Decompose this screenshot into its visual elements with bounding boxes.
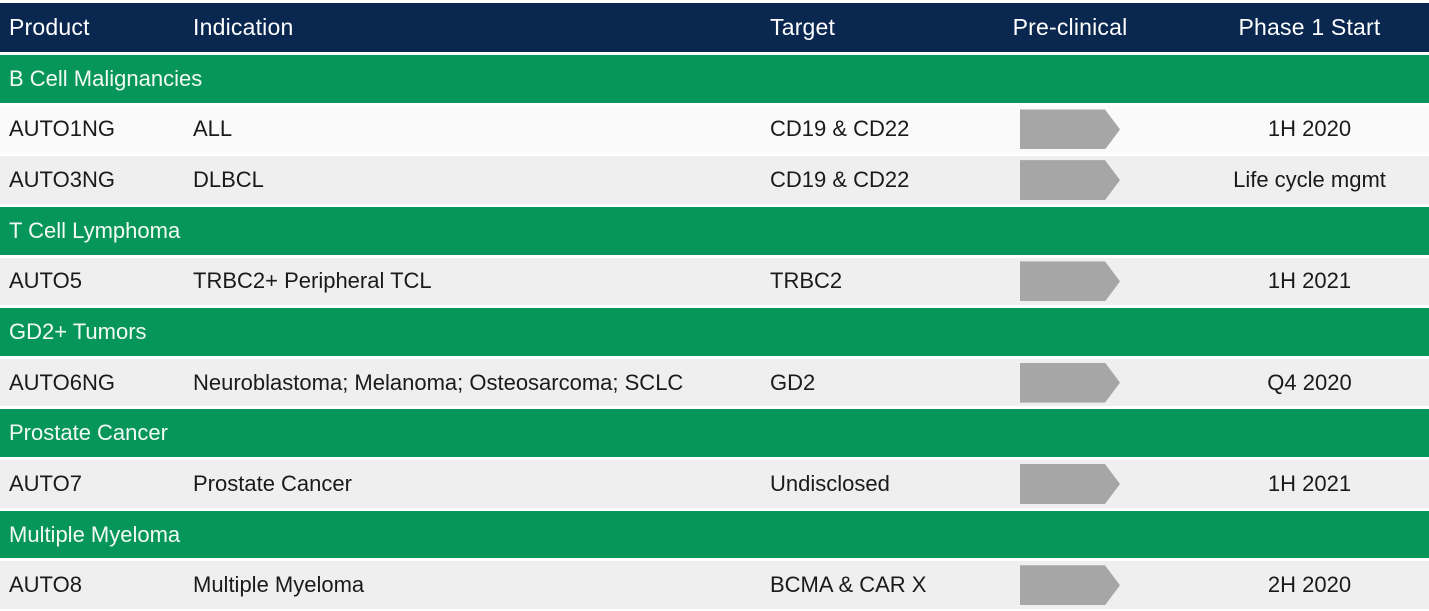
indication-cell: TRBC2+ Peripheral TCL xyxy=(193,268,432,294)
stage-arrow-icon xyxy=(1020,109,1120,150)
stage-arrow-icon xyxy=(1020,463,1120,504)
section-header-multiple-myeloma: Multiple Myeloma xyxy=(0,510,1429,559)
section-title: Prostate Cancer xyxy=(9,420,168,446)
table-row-auto1ng: AUTO1NG ALL CD19 & CD22 1H 2020 xyxy=(0,105,1429,154)
column-header-indication: Indication xyxy=(193,14,294,40)
product-cell: AUTO6NG xyxy=(9,369,115,395)
stage-arrow-icon xyxy=(1020,565,1120,606)
phase1-start-cell: 1H 2021 xyxy=(1267,268,1352,294)
preclinical-cell xyxy=(990,258,1150,306)
section-header-gd2-tumors: GD2+ Tumors xyxy=(0,308,1429,356)
target-cell: CD19 & CD22 xyxy=(770,116,910,142)
target-cell: CD19 & CD22 xyxy=(770,167,910,193)
preclinical-cell xyxy=(990,561,1150,609)
section-header-b-cell-malignancies: B Cell Malignancies xyxy=(0,55,1429,103)
table-row-auto5: AUTO5 TRBC2+ Peripheral TCL TRBC2 1H 202… xyxy=(0,257,1429,306)
indication-cell: Neuroblastoma; Melanoma; Osteosarcoma; S… xyxy=(193,369,684,395)
section-title: Multiple Myeloma xyxy=(9,521,181,547)
target-cell: GD2 xyxy=(770,369,816,395)
stage-arrow-icon xyxy=(1020,362,1120,403)
product-cell: AUTO7 xyxy=(9,470,82,496)
preclinical-cell xyxy=(990,106,1150,154)
target-cell: BCMA & CAR X xyxy=(770,572,927,598)
product-cell: AUTO5 xyxy=(9,268,82,294)
phase1-start-cell: 1H 2021 xyxy=(1267,470,1352,496)
phase1-start-cell: Q4 2020 xyxy=(1267,369,1352,395)
column-header-phase1-start: Phase 1 Start xyxy=(1238,14,1381,40)
column-header-preclinical: Pre-clinical xyxy=(1012,14,1128,40)
phase1-start-cell: 1H 2020 xyxy=(1267,116,1352,142)
target-cell: Undisclosed xyxy=(770,470,890,496)
table-row-auto6ng: AUTO6NG Neuroblastoma; Melanoma; Osteosa… xyxy=(0,358,1429,407)
indication-cell: ALL xyxy=(193,116,233,142)
column-header-target: Target xyxy=(770,14,836,40)
preclinical-cell xyxy=(990,359,1150,407)
stage-arrow-icon xyxy=(1020,160,1120,201)
phase1-start-cell: Life cycle mgmt xyxy=(1233,167,1386,193)
stage-arrow-icon xyxy=(1020,261,1120,302)
section-title: B Cell Malignancies xyxy=(9,65,203,91)
table-row-auto3ng: AUTO3NG DLBCL CD19 & CD22 Life cycle mgm… xyxy=(0,156,1429,204)
product-cell: AUTO8 xyxy=(9,572,82,598)
indication-cell: Multiple Myeloma xyxy=(193,572,365,598)
column-header-product: Product xyxy=(9,14,90,40)
target-cell: TRBC2 xyxy=(770,268,843,294)
preclinical-cell xyxy=(990,460,1150,508)
section-title: GD2+ Tumors xyxy=(9,319,147,345)
section-title: T Cell Lymphoma xyxy=(9,217,181,243)
table-row-auto7: AUTO7 Prostate Cancer Undisclosed 1H 202… xyxy=(0,460,1429,508)
preclinical-cell xyxy=(990,156,1150,204)
table-header-row: Product Indication Target Pre-clinical P… xyxy=(0,3,1429,52)
indication-cell: DLBCL xyxy=(193,167,264,193)
indication-cell: Prostate Cancer xyxy=(193,470,352,496)
table-row-auto8: AUTO8 Multiple Myeloma BCMA & CAR X 2H 2… xyxy=(0,561,1429,610)
section-header-t-cell-lymphoma: T Cell Lymphoma xyxy=(0,206,1429,255)
phase1-start-cell: 2H 2020 xyxy=(1267,572,1352,598)
section-header-prostate-cancer: Prostate Cancer xyxy=(0,409,1429,458)
product-cell: AUTO1NG xyxy=(9,116,115,142)
product-cell: AUTO3NG xyxy=(9,167,115,193)
